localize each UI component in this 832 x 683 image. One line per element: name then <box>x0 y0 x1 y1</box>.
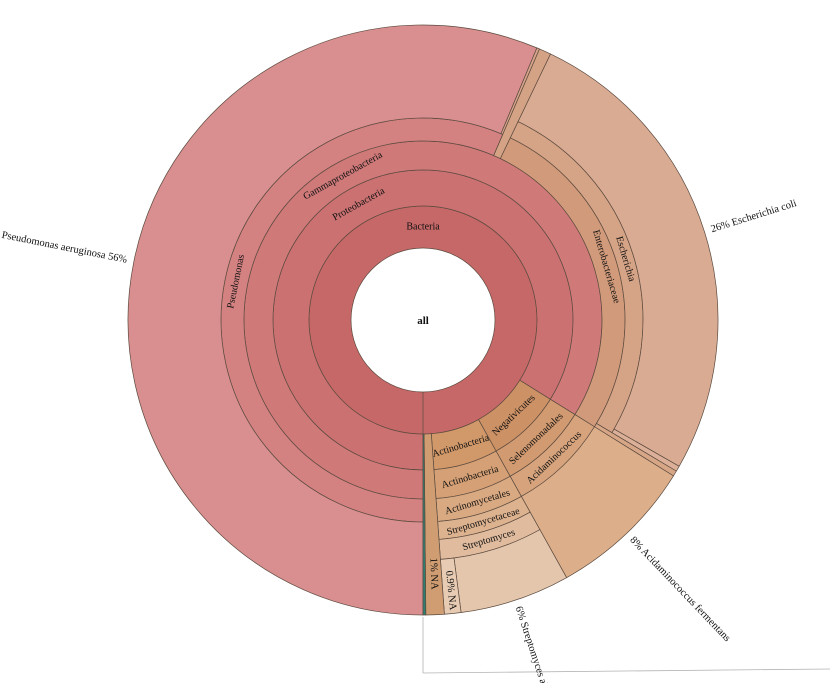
outer-label-na-1: 1% NA <box>427 558 439 591</box>
wedge-e-coli[interactable] <box>517 53 719 467</box>
label-bacteria: Bacteria <box>406 221 440 232</box>
center-label: all <box>417 315 429 327</box>
wedge-layer <box>127 24 719 616</box>
outer-label-s-albus: 6% Streptomyces albus <box>513 605 554 683</box>
outer-label-e-coli: 26% Escherichia coli <box>710 198 799 235</box>
outer-label-p-aeruginosa: Pseudomonas aeruginosa 56% <box>1 230 129 266</box>
outer-label-a-fermentans: 8% Acidaminococcus fermentans <box>627 535 732 644</box>
leader-line-1 <box>422 668 831 674</box>
outer-label-na-09: 0.9% NA <box>443 570 458 611</box>
wedge-p-aeruginosa[interactable] <box>127 24 538 616</box>
leader-lines <box>422 392 831 674</box>
